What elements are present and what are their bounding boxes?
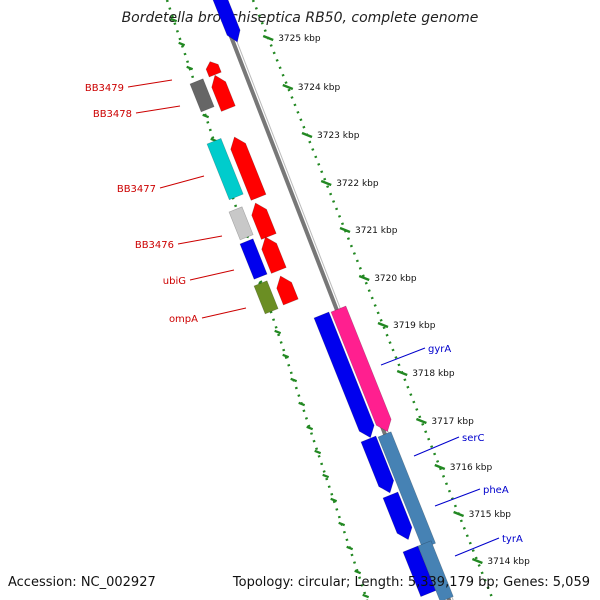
tick-label: 3714 kbp — [487, 557, 530, 567]
topology-text: Topology: circular; Length: 5,339,179 bp… — [232, 575, 590, 590]
gene-blue-ubig — [239, 238, 268, 280]
tick-mark — [434, 463, 446, 471]
left-leader-line — [127, 79, 173, 88]
gene-label-BB3479: BB3479 — [85, 83, 124, 94]
tick-mark — [377, 321, 389, 329]
tick-label: 3720 kbp — [374, 274, 417, 284]
tick-mark — [282, 83, 294, 91]
gene-red-3 — [230, 136, 267, 201]
gene-steel — [377, 431, 436, 549]
inner-ring-dash — [178, 41, 186, 47]
tick-label: 3718 kbp — [412, 369, 455, 379]
inner-ring-dash — [170, 17, 178, 23]
left-leader-line — [177, 235, 223, 245]
tick-mark — [453, 510, 465, 518]
inner-ring-dash — [322, 473, 330, 479]
tick-label: 3725 kbp — [278, 34, 321, 44]
left-leader-line — [201, 307, 247, 319]
tick-mark — [301, 131, 313, 139]
tick-label: 3724 kbp — [298, 83, 341, 93]
gene-blue-4 — [402, 545, 437, 597]
inner-ring-dash — [274, 329, 282, 335]
gene-label-BB3477: BB3477 — [117, 184, 156, 195]
gene-red-2 — [211, 74, 236, 112]
gene-label-ubiG: ubiG — [163, 276, 186, 287]
tick-label: 3723 kbp — [317, 131, 360, 141]
page-title: Bordetella bronchiseptica RB50, complete… — [121, 10, 479, 26]
inner-ring-dash — [290, 377, 298, 383]
inner-ring-dash — [354, 569, 362, 575]
gene-red-4 — [251, 202, 277, 240]
gene-top-blue — [212, 0, 241, 43]
inner-ring-dash — [330, 497, 338, 503]
left-leader-line — [135, 105, 181, 114]
gene-cyan — [206, 138, 244, 201]
gene-label-ompA: ompA — [169, 314, 198, 325]
gene-label-BB3478: BB3478 — [93, 109, 132, 120]
gene-olive — [253, 280, 279, 315]
gene-label-gyrA: gyrA — [428, 344, 451, 355]
tick-label: 3721 kbp — [355, 226, 398, 236]
tick-mark — [339, 226, 351, 234]
tick-mark — [262, 34, 274, 42]
gene-steel-2 — [417, 540, 454, 600]
gene-red-1 — [205, 61, 222, 78]
inner-ring-dash — [338, 521, 346, 527]
tick-label: 3719 kbp — [393, 321, 436, 331]
inner-ring-dash — [186, 65, 194, 71]
inner-ring-dash — [314, 449, 322, 455]
inner-ring-dash — [306, 425, 314, 431]
gene-blue-3 — [382, 491, 413, 541]
gene-red-5 — [261, 236, 287, 274]
gene-label-tyrA: tyrA — [502, 534, 523, 545]
inner-ring-dash — [298, 401, 306, 407]
right-leader-line — [454, 537, 500, 557]
gene-blue-2 — [360, 435, 394, 494]
tick-label: 3717 kbp — [431, 417, 474, 427]
accession-text: Accession: NC_002927 — [8, 575, 156, 590]
right-leader-line — [413, 436, 460, 457]
gene-lightgrey — [228, 206, 254, 241]
tick-mark — [471, 557, 483, 565]
right-leader-line — [434, 488, 481, 507]
tick-mark — [396, 369, 408, 377]
tick-mark — [358, 274, 370, 282]
inner-ring-dash — [282, 353, 290, 359]
inner-ring-dash — [202, 113, 210, 119]
left-leader-line — [159, 175, 205, 189]
inner-ring-dash — [346, 545, 354, 551]
gene-label-BB3476: BB3476 — [135, 240, 174, 251]
left-leader-line — [189, 269, 235, 281]
inner-ring-dash — [362, 593, 370, 599]
gene-grey — [189, 78, 215, 113]
gene-label-serC: serC — [462, 433, 484, 444]
tick-label: 3722 kbp — [336, 179, 379, 189]
gene-magenta — [330, 305, 392, 433]
gene-label-pheA: pheA — [483, 485, 509, 496]
tick-label: 3716 kbp — [450, 463, 493, 473]
gene-blue-long — [313, 311, 375, 439]
gene-red-6 — [276, 275, 299, 306]
tick-mark — [415, 417, 427, 425]
tick-mark — [320, 179, 332, 187]
tick-label: 3715 kbp — [469, 510, 512, 520]
right-leader-line — [380, 347, 426, 366]
